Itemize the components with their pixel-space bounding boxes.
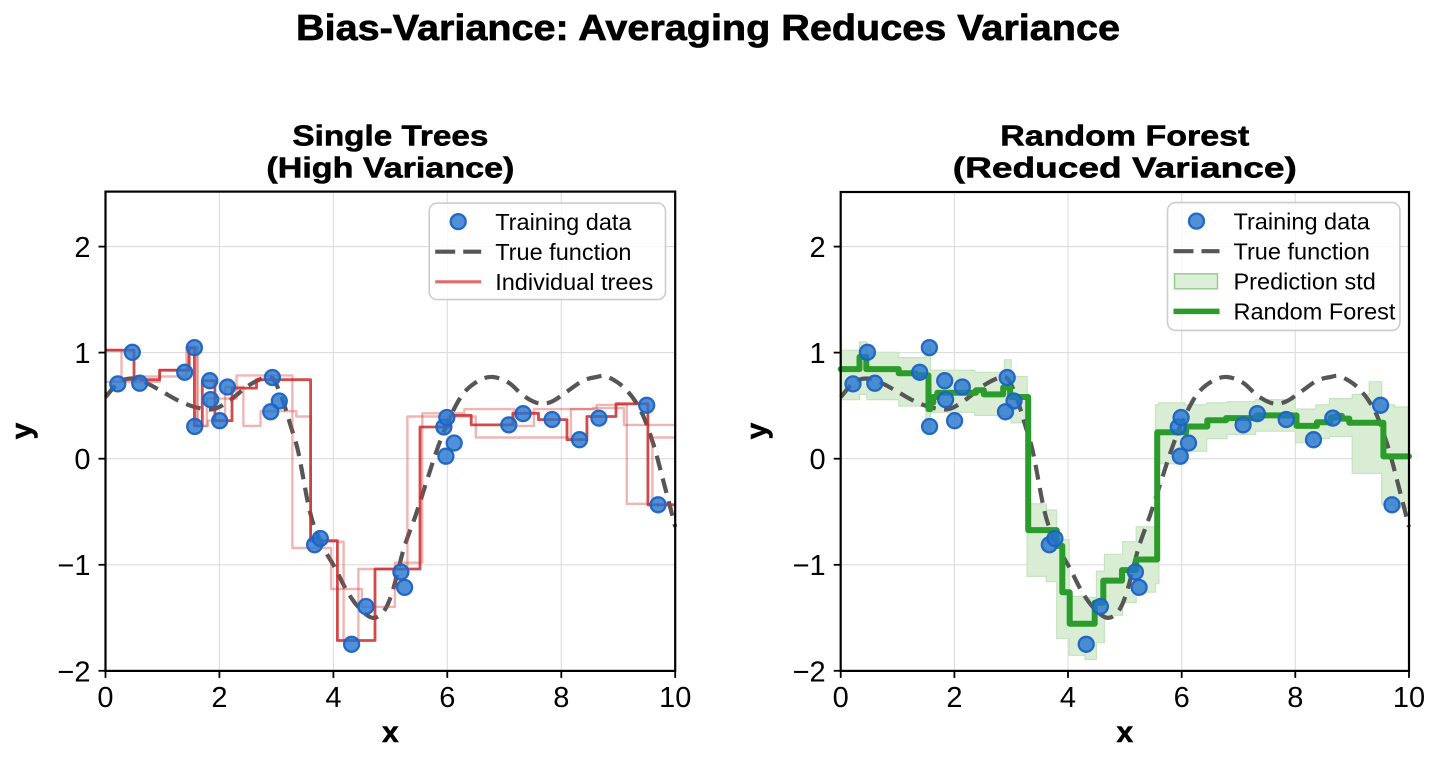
svg-text:0: 0 xyxy=(810,444,826,476)
svg-text:0: 0 xyxy=(97,682,113,714)
svg-text:0: 0 xyxy=(833,682,849,714)
svg-text:Prediction std: Prediction std xyxy=(1234,269,1376,295)
svg-text:Single Trees: Single Trees xyxy=(292,121,488,153)
svg-text:y: y xyxy=(741,422,774,439)
svg-text:(Reduced Variance): (Reduced Variance) xyxy=(953,153,1297,185)
svg-text:−1: −1 xyxy=(57,550,90,582)
svg-text:6: 6 xyxy=(439,682,455,714)
svg-text:2: 2 xyxy=(810,232,826,264)
svg-text:2: 2 xyxy=(211,682,227,714)
svg-text:2: 2 xyxy=(946,682,962,714)
svg-text:−2: −2 xyxy=(793,656,826,688)
svg-text:x: x xyxy=(1116,716,1133,749)
svg-text:x: x xyxy=(382,716,399,749)
svg-text:Individual trees: Individual trees xyxy=(495,269,653,295)
svg-text:−2: −2 xyxy=(57,656,90,688)
svg-text:4: 4 xyxy=(325,682,341,714)
svg-text:8: 8 xyxy=(553,682,569,714)
svg-text:Random Forest: Random Forest xyxy=(1000,121,1249,153)
svg-text:Bias-Variance: Averaging Reduc: Bias-Variance: Averaging Reduces Varianc… xyxy=(296,7,1120,48)
svg-text:1: 1 xyxy=(74,338,90,370)
svg-text:Training data: Training data xyxy=(1234,208,1371,234)
svg-text:Random Forest: Random Forest xyxy=(1234,299,1396,325)
svg-text:Training data: Training data xyxy=(495,209,632,235)
svg-text:2: 2 xyxy=(74,232,90,264)
svg-text:−1: −1 xyxy=(793,550,826,582)
svg-text:True function: True function xyxy=(1234,239,1370,265)
svg-text:6: 6 xyxy=(1174,682,1190,714)
svg-text:0: 0 xyxy=(74,444,90,476)
svg-text:10: 10 xyxy=(659,682,691,714)
svg-text:True function: True function xyxy=(495,239,631,265)
svg-text:4: 4 xyxy=(1060,682,1076,714)
svg-text:(High Variance): (High Variance) xyxy=(266,153,514,185)
svg-text:8: 8 xyxy=(1287,682,1303,714)
svg-text:10: 10 xyxy=(1393,682,1425,714)
svg-text:y: y xyxy=(6,422,39,439)
svg-text:1: 1 xyxy=(810,338,826,370)
